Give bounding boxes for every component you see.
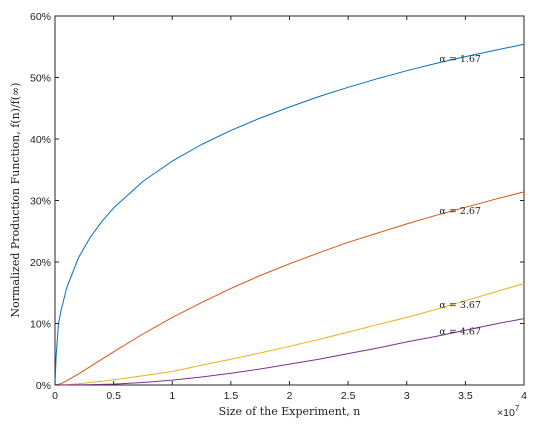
series-line-2 (54, 191, 525, 386)
x-tick-label: 3.5 (458, 390, 473, 402)
y-axis-label: Normalized Production Function, f(n)/f(∞… (9, 83, 22, 318)
x-tick-label: 1 (169, 390, 175, 402)
curve-labels: α = 1.67 α = 2.67 α = 3.67 α = 4.67 (439, 54, 481, 338)
series-line-1 (54, 43, 525, 386)
x-axis-label: Size of the Experiment, n (219, 405, 361, 418)
y-tick-label: 20% (30, 257, 51, 269)
x-tick-label: 1.5 (224, 390, 239, 402)
y-tick-label: 50% (30, 73, 51, 85)
plot-area (54, 15, 525, 386)
x-tick-label: 0 (52, 390, 58, 402)
y-tick-label: 40% (30, 134, 51, 146)
curves (54, 43, 525, 386)
x-tick-label: 2.5 (341, 390, 356, 402)
series-label-3: α = 3.67 (439, 300, 481, 311)
series-line-4 (54, 318, 525, 386)
x-tick-label: 3 (404, 390, 410, 402)
x-multiplier: ×107 (497, 404, 520, 419)
series-label-2: α = 2.67 (439, 206, 481, 217)
y-tick-label: 30% (30, 196, 51, 208)
series-line-3 (54, 283, 525, 386)
y-tick-label: 0% (36, 380, 51, 392)
y-tick-label: 60% (30, 11, 51, 23)
series-label-1: α = 1.67 (439, 54, 481, 65)
x-tick-label: 0.5 (106, 390, 121, 402)
x-tick-label: 2 (287, 390, 293, 402)
x-tick-label: 4 (521, 390, 527, 402)
series-label-4: α = 4.67 (439, 327, 481, 338)
y-ticks: 0% 10% 20% 30% 40% 50% 60% (30, 11, 524, 392)
x-ticks: 0 0.5 1 1.5 2 2.5 3 3.5 4 (52, 16, 527, 402)
y-tick-label: 10% (30, 319, 51, 331)
